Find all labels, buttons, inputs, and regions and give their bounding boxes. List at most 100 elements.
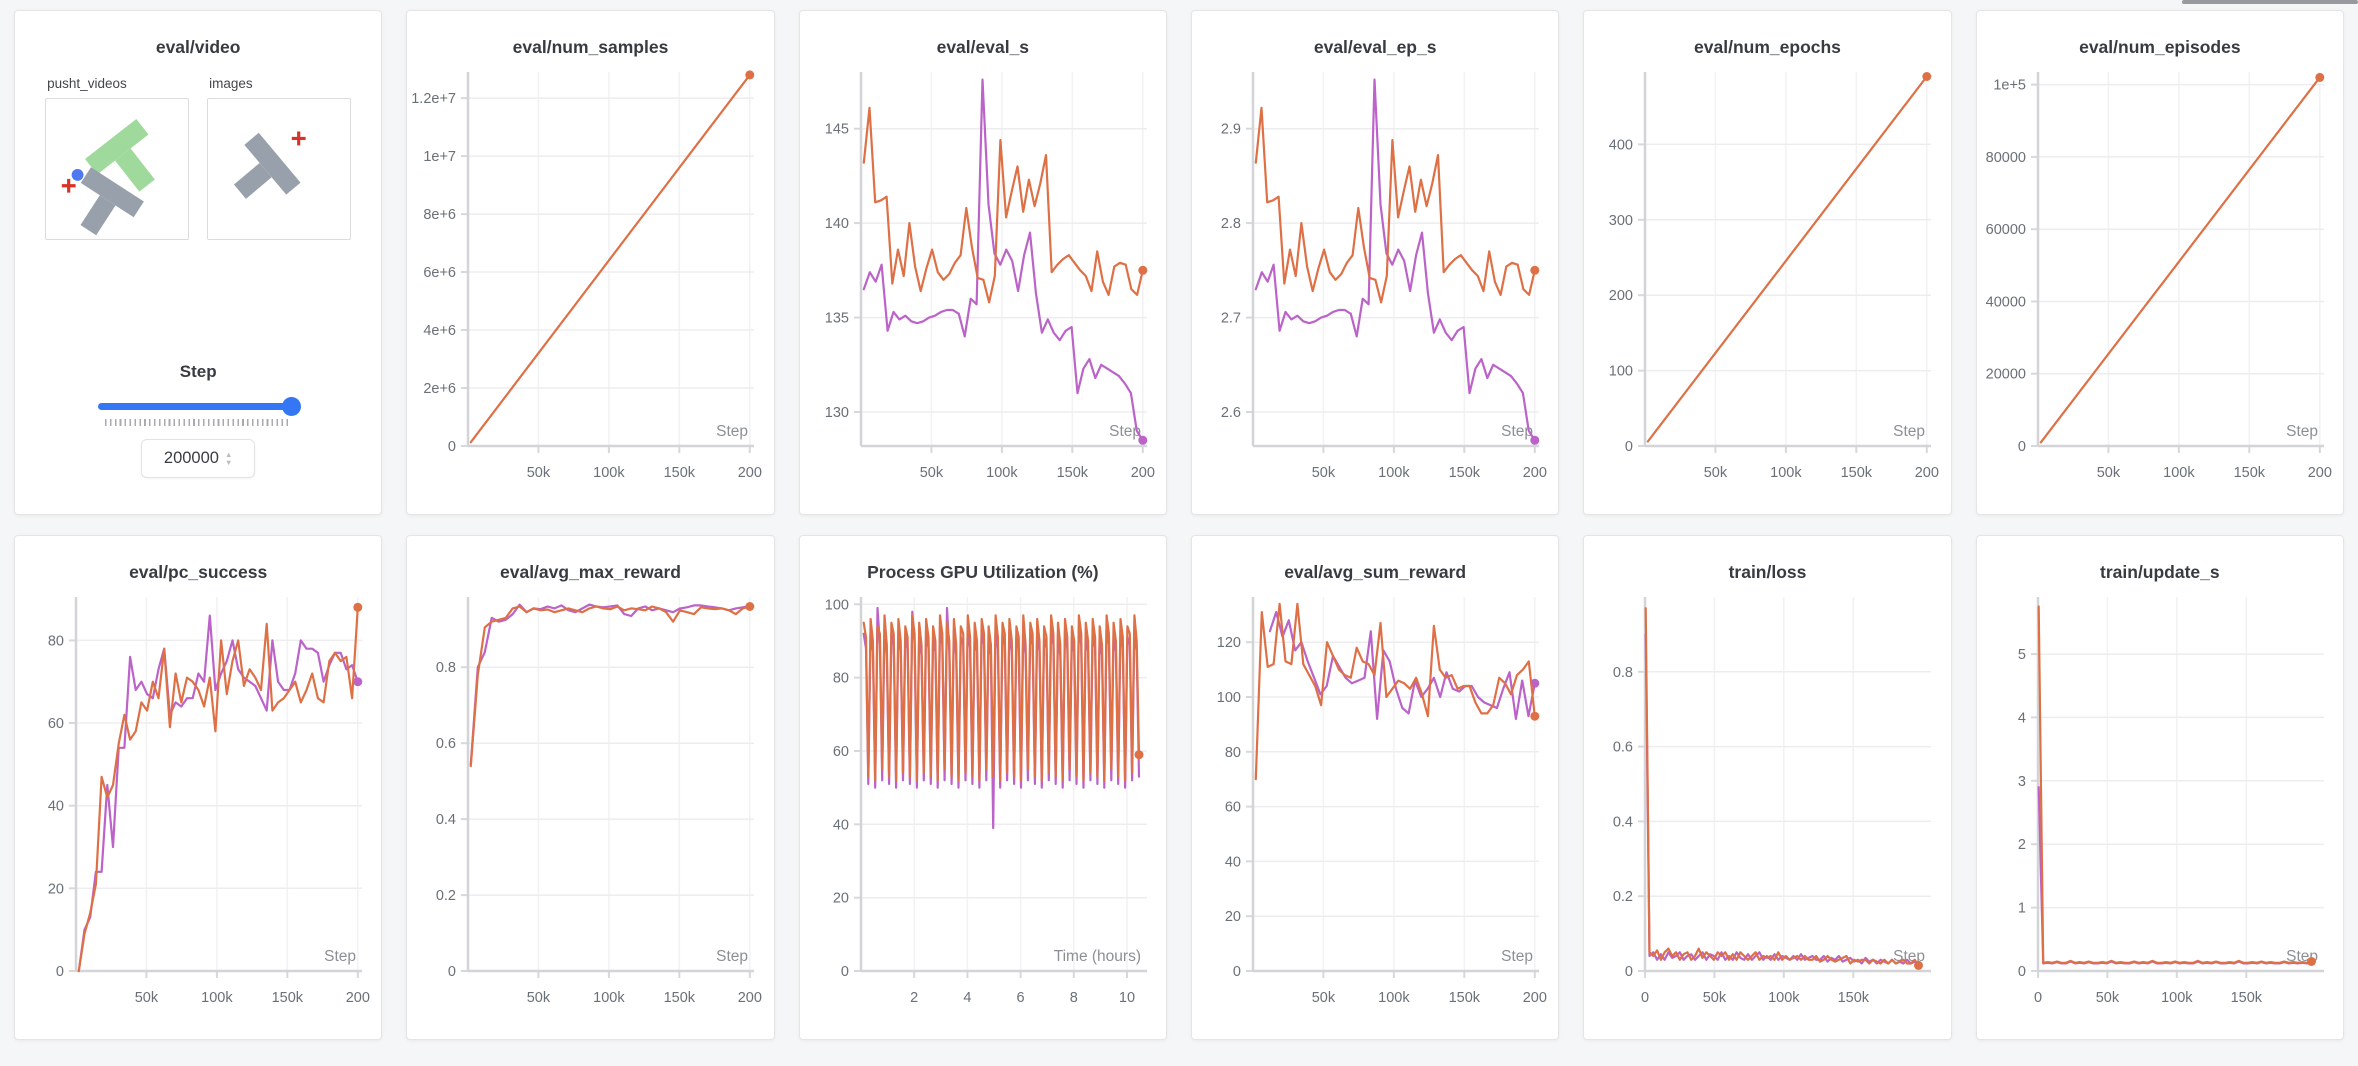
target-cross <box>61 178 76 193</box>
line-chart-avg-max-reward[interactable]: 50k 100k 150k 200 0 0.2 0.4 0.6 0.8 Step <box>412 587 768 1039</box>
panel-eval-eval-s: eval/eval_s 50k 100k 150k 200 130 135 140 145 St… <box>798 10 1167 515</box>
svg-text:40: 40 <box>48 799 64 815</box>
svg-text:0.4: 0.4 <box>1613 814 1633 830</box>
svg-text:200: 200 <box>1523 990 1547 1006</box>
step-control: Step 200000 ▲ ▼ <box>98 362 302 478</box>
chart-canvas: 50k 100k 150k 200 2.6 2.7 2.8 2.9 Step <box>1221 72 1547 481</box>
svg-text:50k: 50k <box>1312 465 1336 481</box>
svg-text:3: 3 <box>2018 774 2026 790</box>
svg-text:100k: 100k <box>1378 990 1410 1006</box>
svg-text:150k: 150k <box>272 990 304 1006</box>
pusht-video-frame <box>61 118 156 236</box>
chart-canvas: 50k 100k 150k 200 0 20000 40000 60000 80000 1e+5 S… <box>1986 72 2332 481</box>
svg-text:2.6: 2.6 <box>1221 405 1241 421</box>
svg-text:0: 0 <box>2018 964 2026 980</box>
chart-canvas: 50k 100k 150k 200 0 100 200 300 400 Step <box>1609 72 1939 481</box>
chart-title: eval/eval_ep_s <box>1313 37 1437 57</box>
line-chart-eval-s[interactable]: 50k 100k 150k 200 130 135 140 145 Step <box>805 62 1161 514</box>
svg-text:50k: 50k <box>135 990 159 1006</box>
line-chart-gpu-utilization[interactable]: 2 4 6 8 10 0 20 40 60 80 100 Time (hours) <box>805 587 1161 1039</box>
svg-text:140: 140 <box>825 216 849 232</box>
green-t-block <box>85 118 156 192</box>
chevron-down-icon[interactable]: ▼ <box>224 458 233 467</box>
svg-text:5: 5 <box>2018 647 2026 663</box>
svg-text:200: 200 <box>1523 465 1547 481</box>
media-images: images <box>207 76 352 240</box>
image-thumbnail[interactable] <box>207 98 352 240</box>
svg-text:50k: 50k <box>1312 990 1336 1006</box>
svg-text:200: 200 <box>738 990 762 1006</box>
svg-text:50k: 50k <box>1704 465 1728 481</box>
chart-title: eval/num_epochs <box>1694 37 1841 57</box>
svg-text:150k: 150k <box>1056 465 1088 481</box>
panel-eval-num-epochs: eval/num_epochs 50k 100k 150k 200 0 100 200 300… <box>1583 10 1952 515</box>
step-slider-label: Step <box>179 362 217 381</box>
svg-text:1e+5: 1e+5 <box>1993 78 2026 94</box>
svg-text:4e+6: 4e+6 <box>424 323 457 339</box>
svg-text:0: 0 <box>2018 439 2026 455</box>
svg-text:Time (hours): Time (hours) <box>1054 948 1141 965</box>
svg-text:0: 0 <box>1233 964 1241 980</box>
panel-eval-num-episodes: eval/num_episodes 50k 100k 150k 200 0 20000 40… <box>1975 10 2344 515</box>
svg-text:8e+6: 8e+6 <box>424 207 457 223</box>
svg-text:120: 120 <box>1217 635 1241 651</box>
svg-text:Step: Step <box>717 948 749 965</box>
agent-dot <box>71 168 84 181</box>
svg-text:0: 0 <box>1641 990 1649 1006</box>
media-label: pusht_videos <box>47 76 127 91</box>
svg-text:2e+6: 2e+6 <box>424 381 457 397</box>
svg-text:0: 0 <box>841 964 849 980</box>
horizontal-scrollbar[interactable] <box>2182 0 2358 4</box>
line-chart-avg-sum-reward[interactable]: 50k 100k 150k 200 0 20 40 60 80 100 120 Step <box>1197 587 1553 1039</box>
svg-text:50k: 50k <box>2096 990 2120 1006</box>
svg-text:100k: 100k <box>594 465 626 481</box>
line-chart-num-samples[interactable]: 50k 100k 150k 200 0 2e+6 4e+6 6e+6 8e+6 1e+7 1.2e+… <box>412 62 768 514</box>
chart-title: eval/eval_s <box>936 37 1030 57</box>
video-thumbnail[interactable] <box>45 98 190 240</box>
svg-text:150k: 150k <box>1838 990 1870 1006</box>
chart-title: eval/num_episodes <box>2079 37 2241 57</box>
panel-eval-num-samples: eval/num_samples 50k 100k 150k 200 0 2e+6 4e+6… <box>406 10 775 515</box>
chart-canvas: 50k 100k 150k 200 130 135 140 145 Step <box>825 72 1155 481</box>
line-chart-train-update-s[interactable]: 0 50k 100k 150k 0 1 2 3 4 5 Step <box>1982 587 2338 1039</box>
panel-eval-eval-ep-s: eval/eval_ep_s 50k 100k 150k 200 2.6 2.7 2.8 2.… <box>1191 10 1560 515</box>
panel-train-update-s: train/update_s 0 50k 100k 150k 0 1 2 3 4 5 Step <box>1975 535 2344 1040</box>
svg-text:100k: 100k <box>594 990 626 1006</box>
chart-canvas: 50k 100k 150k 200 0 0.2 0.4 0.6 0.8 Step <box>436 597 762 1006</box>
svg-text:200: 200 <box>1131 465 1155 481</box>
stepper-arrows[interactable]: ▲ ▼ <box>224 449 233 467</box>
svg-text:150k: 150k <box>2233 465 2265 481</box>
svg-text:Step: Step <box>1894 423 1926 440</box>
line-chart-num-episodes[interactable]: 50k 100k 150k 200 0 20000 40000 60000 80000 1e+5 S… <box>1982 62 2338 514</box>
chart-canvas: 50k 100k 150k 200 0 20 40 60 80 Step <box>48 597 370 1006</box>
svg-text:10: 10 <box>1119 990 1135 1006</box>
step-slider-track[interactable] <box>98 403 299 410</box>
svg-text:2.9: 2.9 <box>1221 122 1241 138</box>
svg-text:80000: 80000 <box>1986 150 2026 166</box>
panel-eval-video: eval/video pusht_videos <box>14 10 383 515</box>
step-slider[interactable] <box>98 397 302 416</box>
svg-text:Step: Step <box>717 423 749 440</box>
svg-text:60000: 60000 <box>1986 222 2026 238</box>
chevron-up-icon[interactable]: ▲ <box>224 449 233 459</box>
panel-eval-pc-success: eval/pc_success 50k 100k 150k 200 0 20 40 60 80 S… <box>14 535 383 1040</box>
step-value-input[interactable]: 200000 ▲ ▼ <box>141 439 256 478</box>
line-chart-train-loss[interactable]: 0 50k 100k 150k 0 0.2 0.4 0.6 0.8 Step <box>1589 587 1945 1039</box>
line-chart-num-epochs[interactable]: 50k 100k 150k 200 0 100 200 300 400 Step <box>1589 62 1945 514</box>
line-chart-pc-success[interactable]: 50k 100k 150k 200 0 20 40 60 80 Step <box>20 587 376 1039</box>
svg-text:2: 2 <box>910 990 918 1006</box>
svg-text:50k: 50k <box>527 990 551 1006</box>
step-slider-thumb[interactable] <box>282 397 302 416</box>
gray-t-block <box>80 167 145 236</box>
svg-text:6e+6: 6e+6 <box>424 265 457 281</box>
chart-title: eval/avg_sum_reward <box>1284 562 1467 582</box>
svg-text:300: 300 <box>1609 213 1633 229</box>
line-chart-eval-ep-s[interactable]: 50k 100k 150k 200 2.6 2.7 2.8 2.9 Step <box>1197 62 1553 514</box>
chart-title: Process GPU Utilization (%) <box>867 562 1099 582</box>
svg-text:40: 40 <box>1225 854 1241 870</box>
svg-text:150k: 150k <box>1841 465 1873 481</box>
svg-text:100: 100 <box>825 597 849 613</box>
svg-text:150k: 150k <box>1449 990 1481 1006</box>
svg-text:100k: 100k <box>1771 465 1803 481</box>
